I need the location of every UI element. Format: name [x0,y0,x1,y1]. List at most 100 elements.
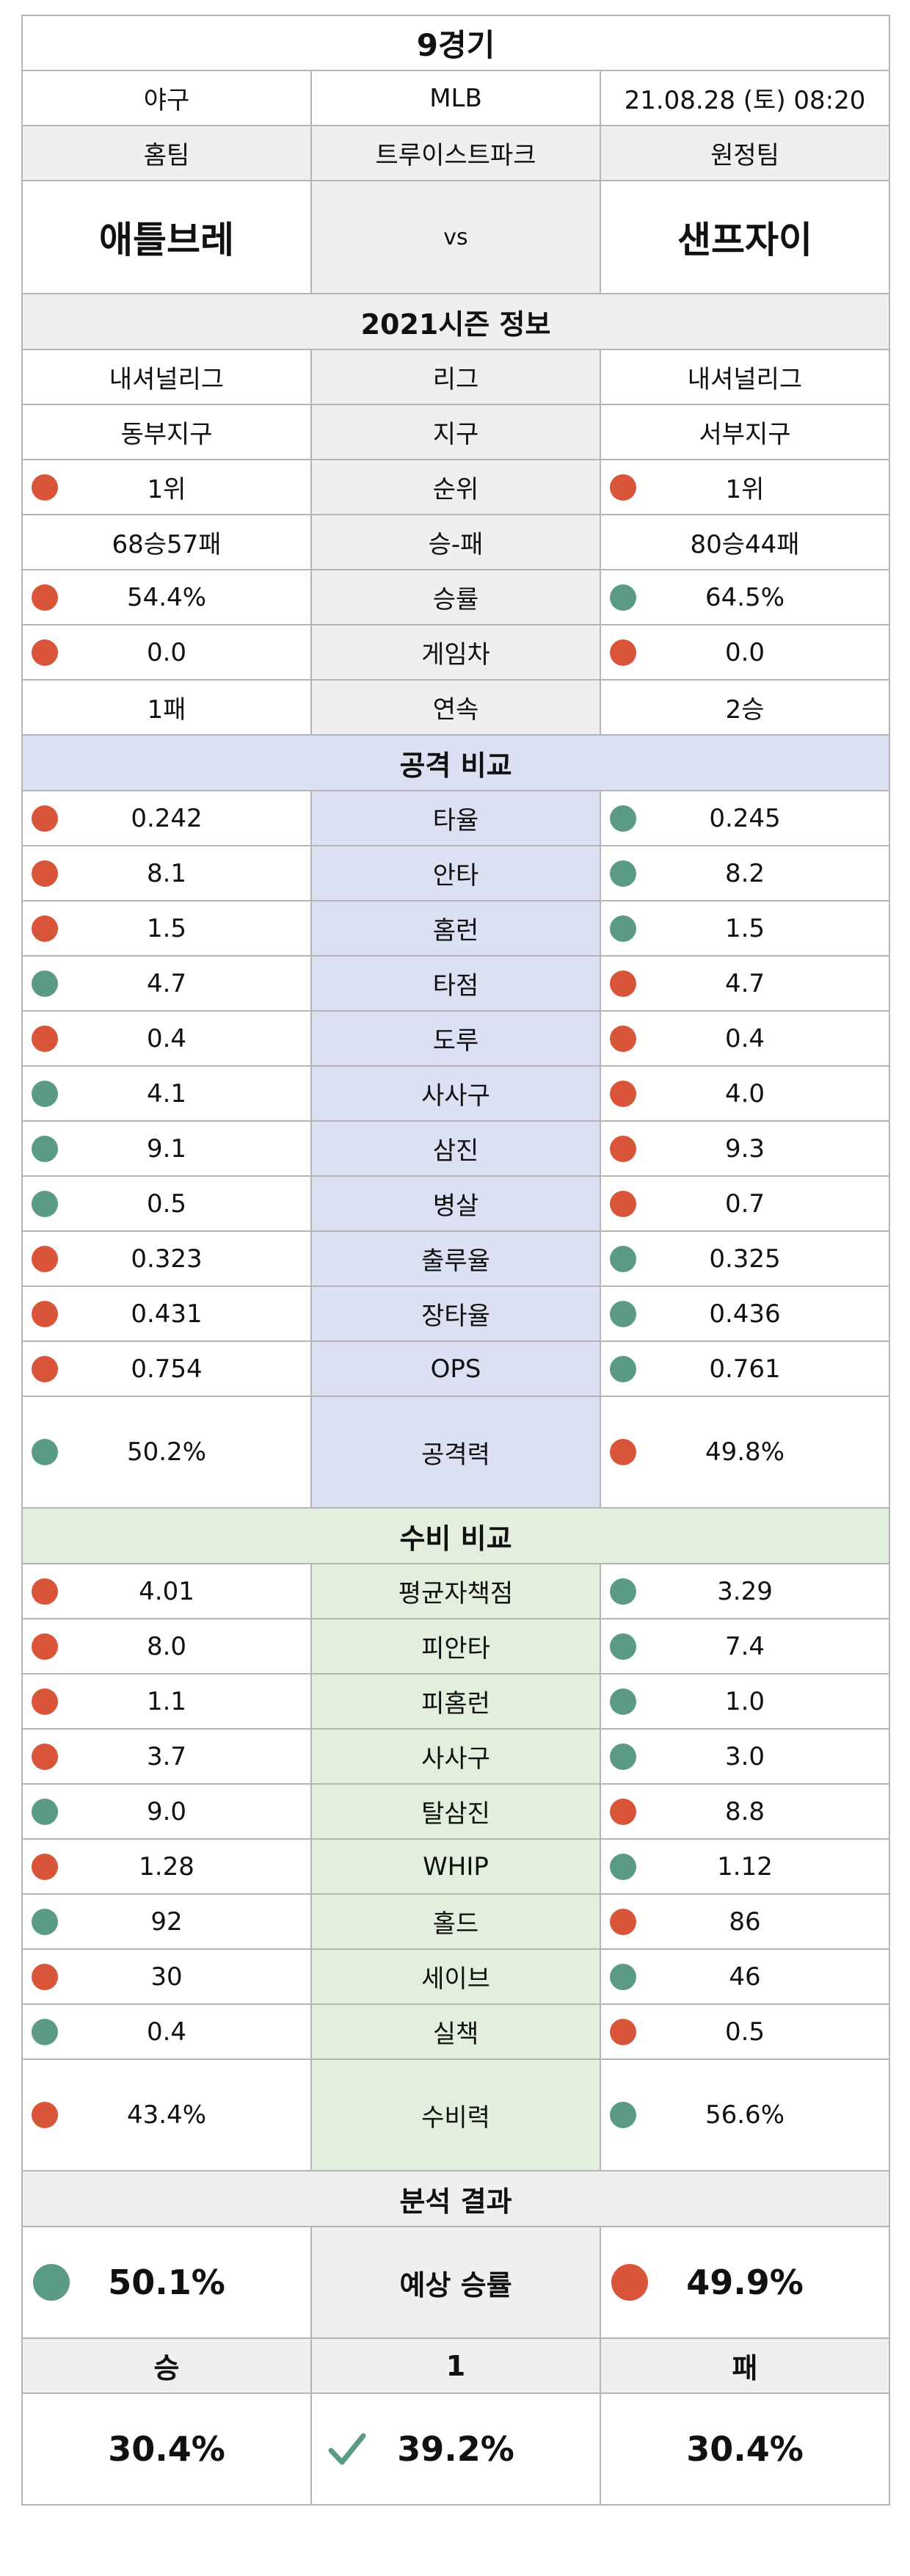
home-indicator-dot [32,474,58,501]
away-stat-value: 4.7 [724,968,765,998]
stat-label-text: 지구 [432,420,479,449]
away-stat-cell: 4.0 [600,1065,890,1122]
away-stat-value: 0.4 [724,1023,765,1053]
home-stat-value: 8.0 [146,1631,187,1661]
stat-label-text: 홈런 [432,916,479,946]
away-indicator-dot [610,584,636,611]
stat-label-text: 수비력 [421,2102,490,2133]
home-stat-cell: 0.431 [21,1285,312,1342]
away-stat-cell: 0.325 [600,1230,890,1287]
stat-label-text: 사사구 [421,1744,490,1774]
away-stat-cell: 3.0 [600,1728,890,1785]
away-indicator-dot [610,1355,636,1382]
stat-label: OPS [310,1340,601,1397]
home-stat-cell: 0.323 [21,1230,312,1287]
away-indicator-dot [610,1300,636,1327]
stat-label: 출루율 [310,1230,601,1287]
stat-label-text: 평균자책점 [398,1579,514,1608]
away-stat-cell: 46 [600,1948,890,2005]
away-stat-cell: 0.245 [600,790,890,846]
home-stat-value: 54.4% [126,582,206,612]
away-stat-cell: 8.2 [600,845,890,901]
home-indicator-dot [32,1688,58,1715]
season-row: 1패 연속 2승 [21,679,890,736]
defense-row: 1.1 피홈런 1.0 [21,1673,890,1730]
attack-row: 0.431 장타율 0.436 [21,1285,890,1342]
home-indicator-dot [32,1135,58,1162]
expected-away-value: 49.9% [686,2263,804,2302]
home-indicator-dot [32,970,58,997]
stat-label-text: 안타 [432,861,479,890]
home-stat-value: 0.323 [131,1244,203,1274]
home-stat-value: 0.431 [131,1299,203,1329]
home-indicator-dot [32,915,58,942]
away-stat-cell: 80승44패 [600,514,890,570]
defense-row: 92 홀드 86 [21,1893,890,1950]
home-stat-cell: 1.1 [21,1673,312,1730]
home-indicator-dot [32,584,58,611]
stat-label: 홀드 [310,1893,601,1950]
away-stat-cell: 0.7 [600,1175,890,1232]
home-indicator-dot [32,1355,58,1382]
away-indicator-dot [610,860,636,887]
home-stat-value: 0.754 [131,1354,203,1384]
stat-label-text: 게임차 [421,640,490,670]
home-indicator-dot [32,1025,58,1052]
stat-label-text: 병살 [432,1191,479,1221]
match-analysis-sheet: 9경기 야구 MLB 21.08.28 (토) 08:20 홈팀 트루이스트파크… [21,15,890,2506]
home-stat-cell: 68승57패 [21,514,312,570]
home-stat-value: 1.28 [139,1851,194,1882]
home-indicator-dot [32,1633,58,1660]
away-stat-cell: 4.7 [600,955,890,1012]
home-stat-value: 내셔널리그 [109,365,225,394]
stat-label: 도루 [310,1010,601,1067]
stat-label: 승률 [310,569,601,625]
stat-label: 세이브 [310,1948,601,2005]
attack-row: 1.5 홈런 1.5 [21,900,890,957]
attack-row: 0.323 출루율 0.325 [21,1230,890,1287]
away-stat-cell: 1위 [600,459,890,515]
stat-label-text: WHIP [423,1851,489,1882]
home-indicator-dot [32,1853,58,1880]
away-stat-value: 0.0 [724,637,765,667]
away-stat-cell: 3.29 [600,1563,890,1619]
away-indicator-dot [610,474,636,501]
attack-row: 50.2% 공격력 49.8% [21,1396,890,1509]
stat-label-text: 장타율 [421,1302,490,1331]
stat-label: 사사구 [310,1728,601,1785]
away-team-label: 원정팀 [600,125,890,181]
away-indicator-dot [610,915,636,942]
home-stat-value: 68승57패 [112,530,222,559]
away-indicator-dot [610,1853,636,1880]
away-stat-cell: 내셔널리그 [600,349,890,405]
home-stat-cell: 9.1 [21,1120,312,1177]
away-indicator-dot [610,1135,636,1162]
attack-row: 4.1 사사구 4.0 [21,1065,890,1122]
home-stat-cell: 30 [21,1948,312,2005]
stat-label-text: 피홈런 [421,1689,490,1719]
away-stat-value: 0.761 [709,1354,781,1384]
away-stat-cell: 49.8% [600,1396,890,1509]
home-stat-cell: 0.5 [21,1175,312,1232]
stat-label: 탈삼진 [310,1783,601,1840]
home-indicator-dot [32,1245,58,1272]
away-stat-cell: 86 [600,1893,890,1950]
away-indicator-dot [610,1633,636,1660]
defense-row: 9.0 탈삼진 8.8 [21,1783,890,1840]
away-stat-value: 64.5% [705,582,785,612]
home-team-label: 홈팀 [21,125,312,181]
stat-label: 공격력 [310,1396,601,1509]
season-row: 68승57패 승-패 80승44패 [21,514,890,570]
draw-probability-cell: 39.2% [310,2392,601,2506]
expected-away-winrate: 49.9% [600,2226,890,2339]
stat-label-text: 세이브 [421,1964,490,1994]
home-stat-cell: 내셔널리그 [21,349,312,405]
home-indicator-dot [32,1300,58,1327]
game-datetime: 21.08.28 (토) 08:20 [600,70,890,126]
away-stat-value: 9.3 [724,1133,765,1164]
league: MLB [310,70,601,126]
away-stat-cell: 0.5 [600,2003,890,2060]
home-stat-cell: 1패 [21,679,312,736]
home-stat-cell: 50.2% [21,1396,312,1509]
attack-row: 0.242 타율 0.245 [21,790,890,846]
